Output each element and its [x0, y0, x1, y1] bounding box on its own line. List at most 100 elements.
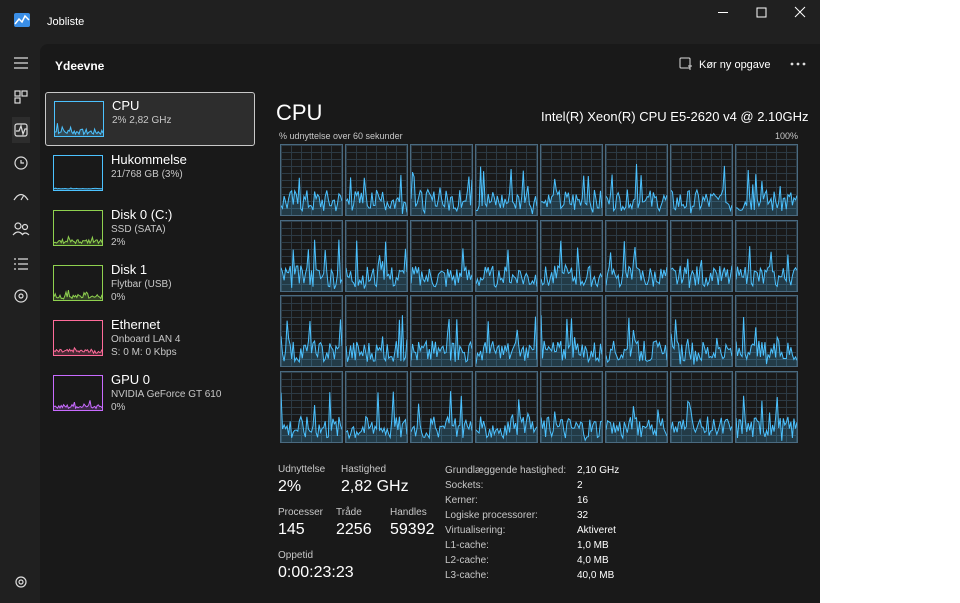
cpu-title: CPU: [276, 100, 323, 125]
cpu-model: Intel(R) Xeon(R) CPU E5-2620 v4 @ 2.10GH…: [541, 109, 809, 124]
history-graph: [411, 318, 472, 366]
history-graph: [476, 166, 537, 215]
detail-label: Virtualisering:: [445, 525, 506, 536]
history-graph: [606, 240, 667, 291]
history-graph: [281, 177, 342, 215]
core-graph: [345, 219, 408, 292]
resource-detail: SSD (SATA): [111, 224, 166, 235]
core-graph: [280, 144, 343, 216]
detail-value: Aktiveret: [577, 525, 616, 536]
more-button[interactable]: [790, 62, 806, 66]
resource-name: CPU: [112, 98, 140, 113]
history-graph: [55, 123, 103, 136]
detail-value: 40,0 MB: [577, 570, 615, 581]
run-task-icon: [679, 57, 692, 70]
history-graph: [736, 316, 797, 366]
history-graph: [606, 405, 667, 442]
core-graph: [605, 144, 668, 216]
history-graph: [541, 315, 602, 366]
resource-item[interactable]: Hukommelse 21/768 GB (3%): [45, 147, 253, 199]
window: Jobliste Ydeevne Kør ny opgave CPU 2% 2,8…: [0, 0, 820, 603]
core-graph: [670, 295, 733, 367]
resource-item[interactable]: Disk 1 Flytbar (USB) 0%: [45, 257, 253, 309]
stat-label: Udnyttelse: [278, 464, 326, 475]
core-graph: [605, 370, 668, 443]
stat-value: 2%: [278, 478, 302, 495]
detail-value: 4,0 MB: [577, 555, 609, 566]
stat-value: 0:00:23:23: [278, 564, 354, 581]
core-graph: [605, 295, 668, 367]
core-graph: [540, 295, 603, 367]
nav-rail[interactable]: [12, 55, 30, 595]
history-graph: [476, 398, 537, 442]
detail-label: Sockets:: [445, 480, 484, 491]
resource-list: CPU 2% 2,82 GHz Hukommelse 21/768 GB (3%) Di…: [40, 92, 260, 432]
core-graph: [475, 295, 538, 367]
history-graph: [736, 169, 797, 215]
stat-value: 2,82 GHz: [341, 478, 409, 495]
stat-value: 145: [278, 521, 305, 538]
resource-name: Hukommelse: [111, 152, 187, 167]
resource-detail: 0%: [111, 402, 126, 413]
resource-name: Disk 1: [111, 262, 148, 277]
history-graph: [54, 187, 102, 190]
core-graph: [735, 295, 798, 367]
resource-thumbnail: [54, 101, 104, 137]
history-graph: [671, 399, 732, 442]
stat-label: Oppetid: [278, 550, 314, 561]
stat-label: Tråde: [336, 507, 362, 518]
resource-thumbnail: [53, 155, 103, 191]
resource-name: Disk 0 (C:): [111, 207, 173, 222]
graph-label: % udnyttelse over 60 sekunder: [279, 131, 403, 141]
history-graph: [346, 391, 407, 442]
core-graph: [540, 144, 603, 216]
history-graph: [281, 391, 342, 442]
detail-value: 2,10 GHz: [577, 465, 620, 476]
resource-detail: S: 0 M: 0 Kbps: [111, 347, 177, 358]
app-icon: [14, 13, 30, 27]
core-graph: [410, 219, 473, 292]
resource-item[interactable]: CPU 2% 2,82 GHz: [45, 92, 255, 146]
resource-detail: Onboard LAN 4: [111, 334, 181, 345]
window-title: Jobliste: [47, 16, 85, 28]
resource-name: GPU 0: [111, 372, 151, 387]
stat-value: 2256: [336, 521, 372, 538]
detail-label: L3-cache:: [445, 570, 489, 581]
history-graph: [476, 316, 537, 366]
stat-label: Hastighed: [341, 464, 387, 475]
history-graph: [476, 249, 537, 291]
resource-detail: 2%: [111, 237, 126, 248]
detail-label: L1-cache:: [445, 540, 489, 551]
core-graph: [410, 144, 473, 216]
core-graph: [475, 144, 538, 216]
resource-item[interactable]: Ethernet Onboard LAN 4 S: 0 M: 0 Kbps: [45, 312, 253, 364]
resource-detail: Flytbar (USB): [111, 279, 172, 290]
stat-label: Processer: [278, 507, 324, 518]
detail-value: 16: [577, 495, 589, 506]
core-graph: [345, 370, 408, 443]
detail-label: Grundlæggende hastighed:: [445, 465, 567, 476]
run-task-button[interactable]: Kør ny opgave: [699, 59, 771, 71]
resource-item[interactable]: Disk 0 (C:) SSD (SATA) 2%: [45, 202, 253, 254]
stat-value: 59392: [390, 521, 435, 538]
window-controls[interactable]: [700, 0, 820, 26]
resource-thumbnail: [53, 265, 103, 301]
detail-label: Kerner:: [445, 495, 478, 506]
detail-label: L2-cache:: [445, 555, 489, 566]
cpu-stats: Udnyttelse 2% Hastighed 2,82 GHz Processer 14…: [278, 464, 438, 594]
resource-detail: 21/768 GB (3%): [111, 169, 183, 180]
history-graph: [281, 319, 342, 366]
history-graph: [54, 346, 102, 355]
page-title: Ydeevne: [55, 59, 105, 73]
graph-max: 100%: [775, 131, 799, 141]
history-graph: [346, 174, 407, 215]
history-graph: [411, 247, 472, 291]
core-graph: [540, 219, 603, 292]
resource-name: Ethernet: [111, 317, 161, 332]
resource-item[interactable]: GPU 0 NVIDIA GeForce GT 610 0%: [45, 367, 253, 419]
history-graph: [671, 319, 732, 366]
core-graph: [670, 219, 733, 292]
stat-label: Handles: [390, 507, 427, 518]
detail-value: 1,0 MB: [577, 540, 609, 551]
